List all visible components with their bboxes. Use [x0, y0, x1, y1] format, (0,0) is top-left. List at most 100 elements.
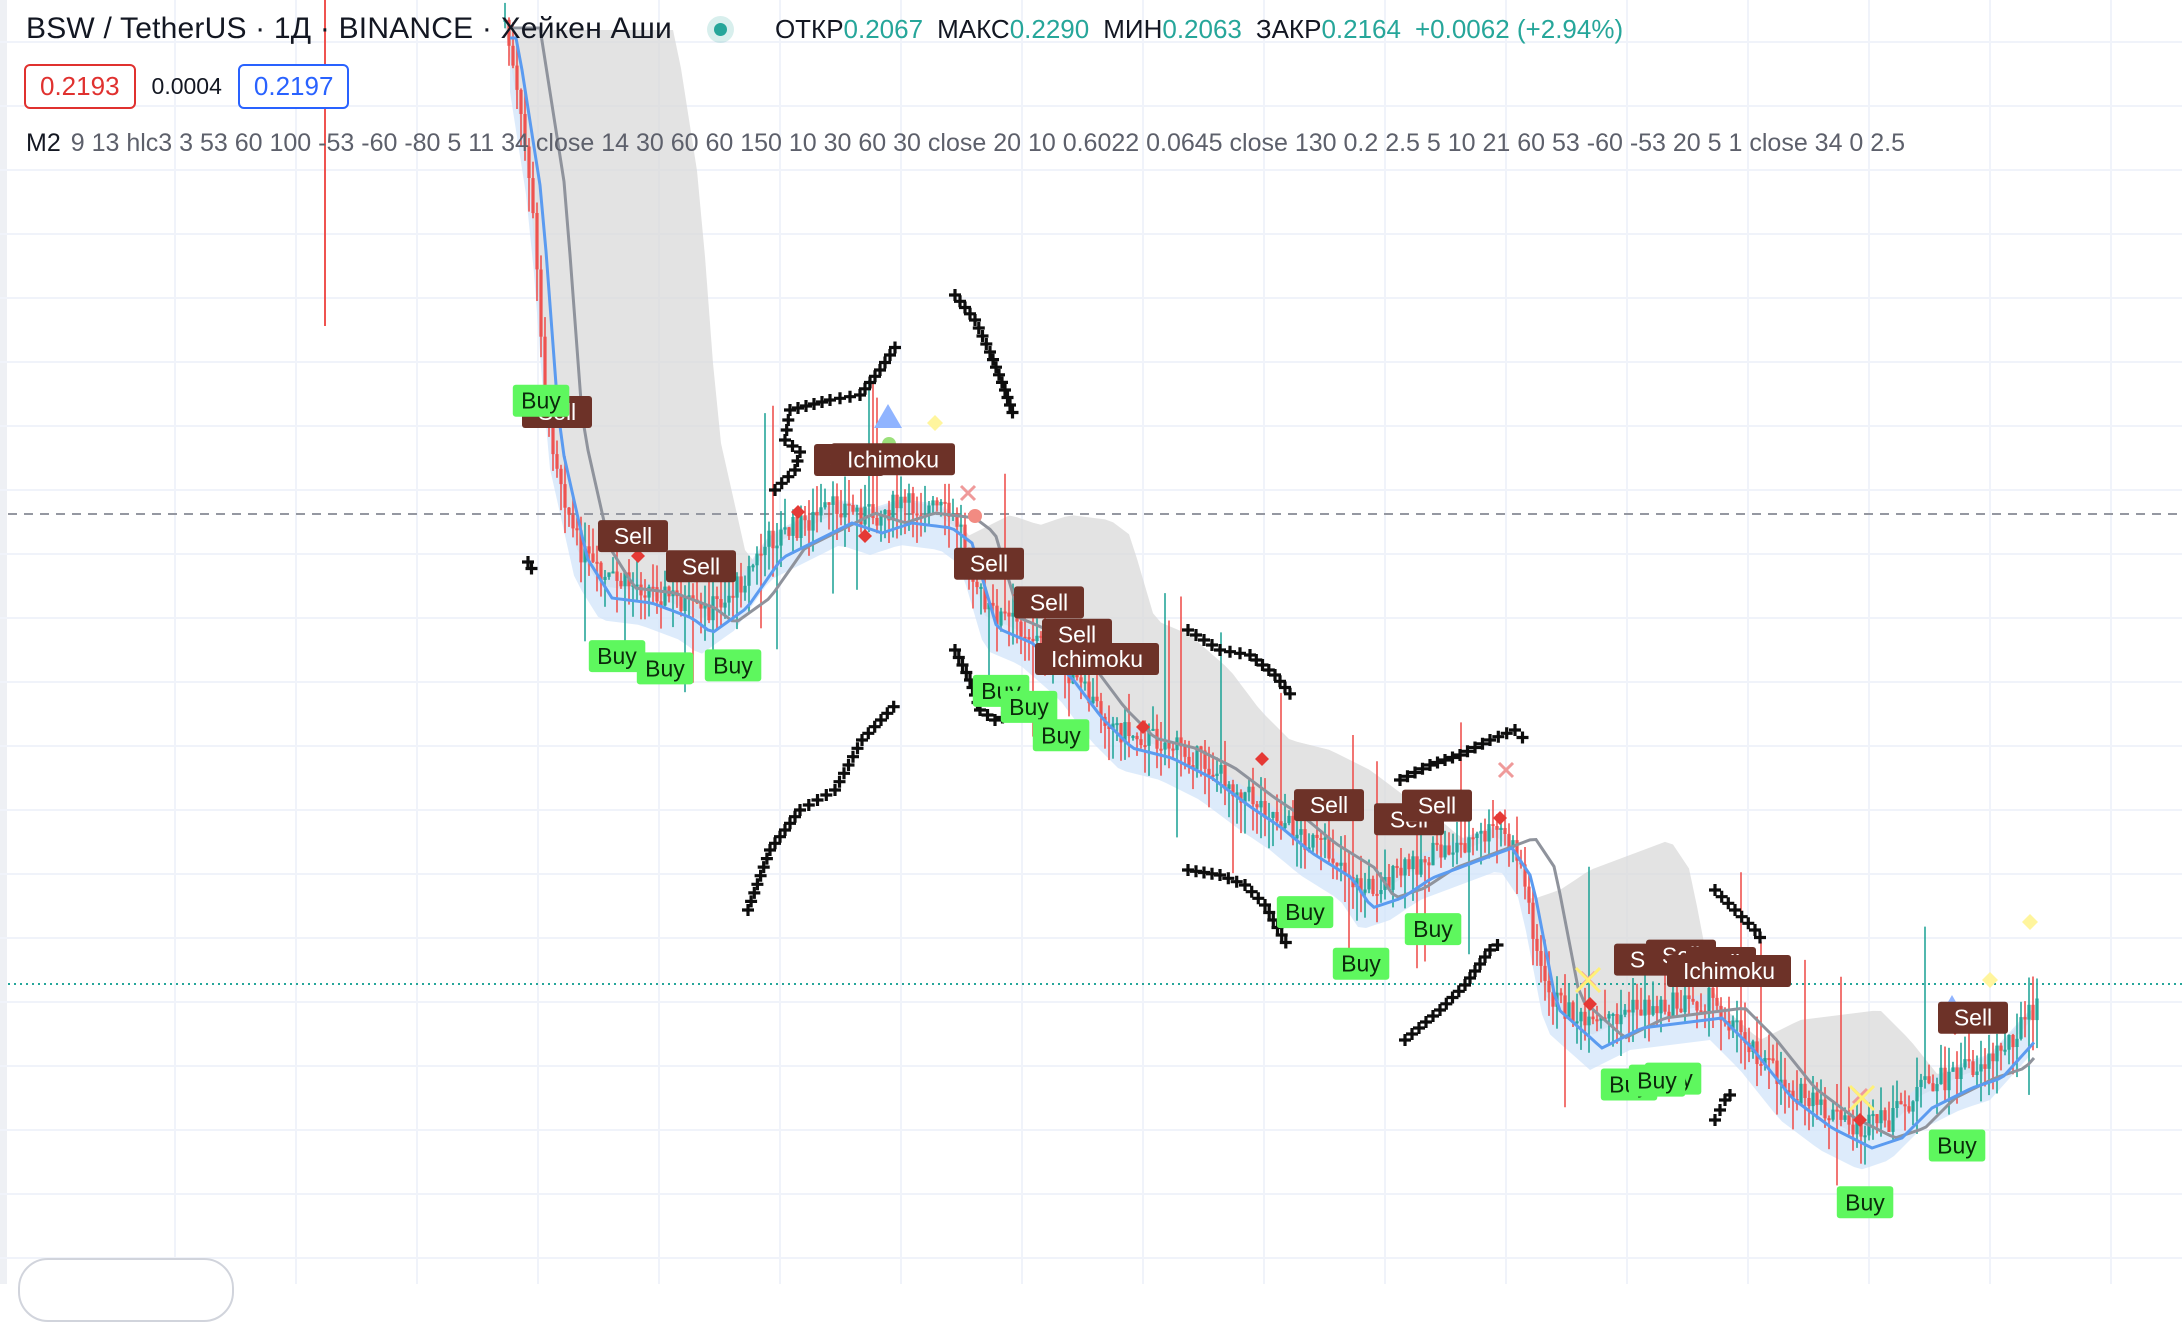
- candle-body: [1691, 998, 1695, 1002]
- candle-body: [1499, 828, 1503, 830]
- candle-body: [851, 505, 855, 512]
- candle-body: [1775, 1060, 1779, 1084]
- psar-cross: [1509, 724, 1521, 736]
- candle-body: [1975, 1071, 1979, 1075]
- candle-body: [835, 496, 839, 514]
- candle-body: [1003, 611, 1007, 614]
- psar-cross: [1427, 1010, 1439, 1022]
- psar-cross: [802, 799, 815, 811]
- candle-body: [1227, 784, 1231, 790]
- candle-body: [2027, 1004, 2031, 1020]
- candle-body: [1083, 681, 1087, 684]
- sell-label-box: [954, 547, 1024, 580]
- sell-label-box: [1042, 618, 1112, 651]
- buy-label-text: Buy: [713, 652, 753, 678]
- psar-cross: [984, 346, 996, 358]
- candle-body: [1587, 1016, 1591, 1026]
- price-chart[interactable]: SellBuySellBuyBuySellBuySellIchimokuSell…: [0, 0, 2182, 1284]
- buy-label-box: [512, 384, 570, 417]
- buy-label-text: Buy: [1937, 1133, 1977, 1159]
- buy-label-text: Buy: [1845, 1189, 1885, 1215]
- psar-cross: [784, 404, 796, 416]
- buy-price-button[interactable]: 0.2197: [237, 64, 350, 109]
- candle-body: [1535, 938, 1539, 951]
- candle-body: [1791, 1090, 1795, 1099]
- candle-body: [1883, 1110, 1887, 1121]
- candle-body: [511, 45, 515, 66]
- low-value: 0.2063: [1162, 13, 1242, 44]
- candle-body: [1835, 1109, 1839, 1112]
- indicator-legend[interactable]: M2 9 13 hlc3 3 53 60 100 -53 -60 -80 5 11…: [26, 129, 1905, 158]
- candle-body: [771, 530, 775, 549]
- candle-body: [1079, 677, 1083, 683]
- psar-cross: [1004, 399, 1016, 411]
- candle-body: [811, 512, 815, 531]
- candle-body: [1479, 830, 1483, 834]
- candle-body: [2023, 1017, 2027, 1020]
- candle-body: [1443, 845, 1447, 858]
- candle-body: [751, 565, 755, 568]
- psar-cross: [868, 720, 881, 733]
- candle-body: [1983, 1064, 1987, 1069]
- buy-label-text: Buy: [1285, 899, 1325, 925]
- candle-body: [1767, 1058, 1771, 1060]
- candle-body: [1031, 638, 1035, 641]
- sell-label-text: Sell: [682, 553, 720, 579]
- timeframe-toolbar[interactable]: [18, 1258, 234, 1322]
- candle-body: [659, 601, 663, 606]
- candle-body: [1363, 889, 1367, 893]
- spread-value: 0.0004: [151, 73, 222, 99]
- psar-cross: [782, 470, 795, 483]
- candle-body: [1631, 999, 1635, 1013]
- candle-body: [1899, 1101, 1903, 1105]
- candle-body: [507, 19, 511, 46]
- signal-cross: [959, 484, 977, 502]
- psar-cross: [774, 830, 786, 843]
- psar-cross: [1214, 869, 1226, 881]
- candle-body: [1471, 837, 1475, 840]
- candle-body: [1195, 746, 1199, 770]
- candle-body: [1407, 859, 1411, 870]
- candle-body: [1251, 786, 1255, 805]
- candle-body: [683, 597, 687, 611]
- symbol-title[interactable]: BSW / TetherUS · 1Д · BINANCE · Хейкен А…: [26, 12, 672, 45]
- candle-body: [1543, 965, 1547, 981]
- candle-body: [943, 501, 947, 504]
- candle-body: [907, 493, 911, 503]
- candle-body: [803, 515, 807, 521]
- psar-cross: [782, 414, 795, 426]
- psar-cross: [1735, 910, 1748, 923]
- candle-body: [1011, 612, 1015, 617]
- sell-price-button[interactable]: 0.2193: [24, 64, 136, 109]
- candle-body: [1783, 1079, 1787, 1091]
- psar-cross: [1434, 1004, 1446, 1016]
- candle-body: [1695, 1001, 1699, 1011]
- candle-body: [1143, 745, 1147, 748]
- candle-body: [1643, 999, 1647, 1016]
- buy-label-text: Buy: [597, 643, 637, 669]
- psar-cross: [869, 370, 881, 383]
- candle-body: [535, 213, 539, 270]
- signal-diamond: [631, 549, 645, 563]
- candle-body: [1927, 1076, 1931, 1084]
- buy-label-text: Buy: [1341, 951, 1381, 977]
- candle-body: [783, 527, 787, 530]
- candle-body: [619, 580, 623, 587]
- candle-body: [735, 576, 739, 598]
- candle-body: [1159, 748, 1163, 751]
- candle-body: [1907, 1106, 1911, 1112]
- candle-body: [1959, 1067, 1963, 1079]
- psar-cross: [820, 789, 833, 801]
- candle-body: [1607, 1014, 1611, 1019]
- psar-cross: [742, 904, 754, 916]
- psar-cross: [960, 666, 973, 679]
- candle-body: [1107, 725, 1111, 729]
- candle-body: [1567, 1002, 1571, 1019]
- sell-label-box: [1294, 789, 1364, 822]
- candle-body: [1035, 635, 1039, 641]
- candle-body: [1903, 1104, 1907, 1107]
- candle-body: [1239, 792, 1243, 803]
- high-value: 0.2290: [1009, 13, 1090, 44]
- candle-body: [1039, 635, 1043, 638]
- psar-cross: [862, 727, 875, 740]
